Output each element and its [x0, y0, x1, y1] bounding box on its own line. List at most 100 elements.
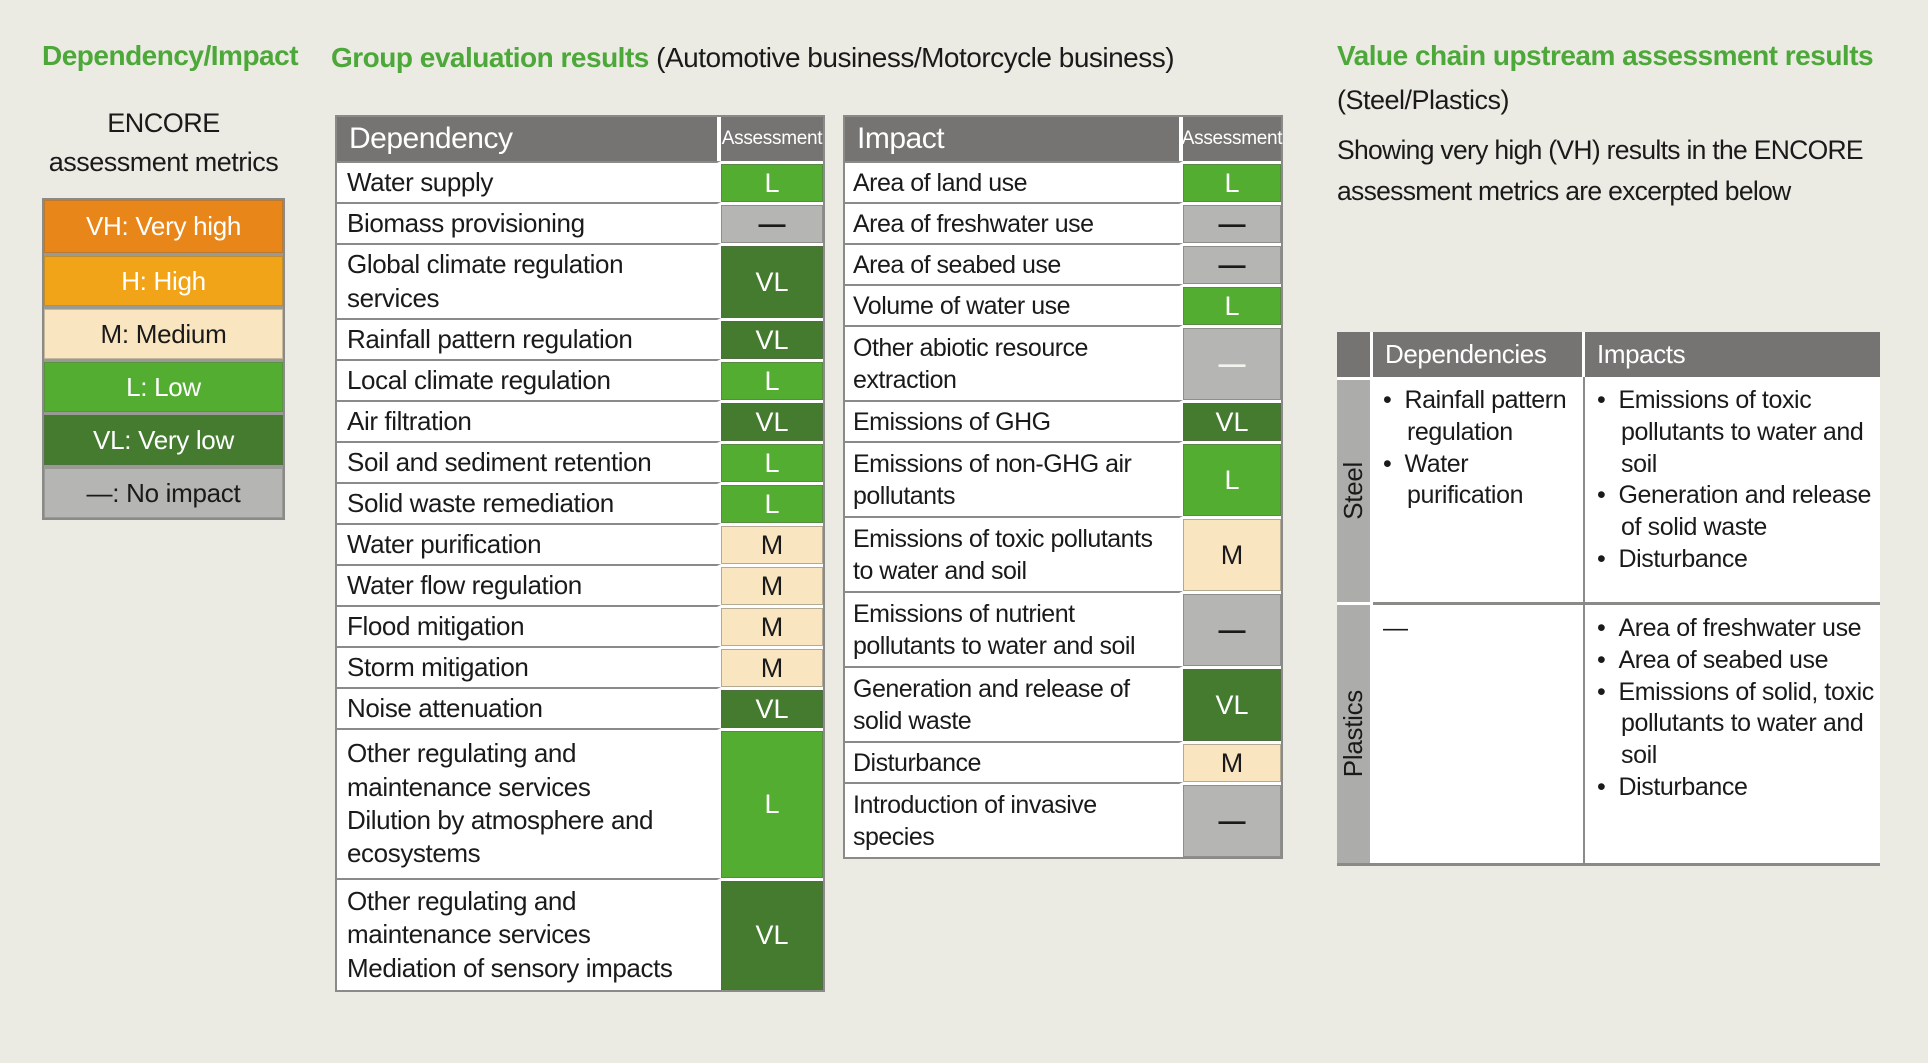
table-row: Area of freshwater use —: [845, 202, 1281, 243]
value-chain-table-header: Dependencies Impacts: [1337, 332, 1880, 377]
assessment-value-cell: VL: [721, 400, 823, 441]
table-row: Flood mitigation M: [337, 605, 823, 646]
list-item: Disturbance: [1597, 544, 1874, 576]
dependency-name-cell: Flood mitigation: [337, 605, 721, 646]
assessment-value-cell: —: [1183, 591, 1281, 666]
assessment-value-cell: VL: [1183, 400, 1281, 441]
impact-name-cell: Emissions of toxic pollutants to water a…: [845, 516, 1183, 591]
impact-name-cell: Other abiotic resource extraction: [845, 325, 1183, 400]
legend-item-high: H: High: [44, 253, 283, 307]
assessment-value-cell: L: [721, 482, 823, 523]
dependency-name-cell: Water flow regulation: [337, 564, 721, 605]
assessment-value-cell: VL: [721, 687, 823, 728]
assessment-value-cell: M: [1183, 741, 1281, 782]
list-item: Area of seabed use: [1597, 645, 1874, 677]
impact-name-cell: Volume of water use: [845, 284, 1183, 325]
legend-item-no-impact: —: No impact: [44, 465, 283, 519]
assessment-value-cell: —: [721, 202, 823, 243]
assessment-value-cell: —: [1183, 325, 1281, 400]
dependency-name-cell: Local climate regulation: [337, 359, 721, 400]
table-row: Emissions of toxic pollutants to water a…: [845, 516, 1281, 591]
dependency-table-header: Dependency Assessment: [337, 117, 823, 161]
impact-column-header: Impact: [845, 117, 1183, 161]
plastics-impacts-cell: Area of freshwater use Area of seabed us…: [1585, 602, 1880, 863]
dependency-name-cell: Water supply: [337, 161, 721, 202]
table-row: Storm mitigation M: [337, 646, 823, 687]
dependency-name-cell: Soil and sediment retention: [337, 441, 721, 482]
table-row: Emissions of non-GHG air pollutants L: [845, 441, 1281, 516]
value-chain-table: Dependencies Impacts Steel Rainfall patt…: [1337, 332, 1880, 866]
dependency-name-cell: Other regulating and maintenance service…: [337, 878, 721, 990]
assessment-value-cell: L: [721, 359, 823, 400]
impact-name-cell: Generation and release of solid waste: [845, 666, 1183, 741]
list-item: Disturbance: [1597, 772, 1874, 804]
dependency-name-cell: Noise attenuation: [337, 687, 721, 728]
legend-item-medium: M: Medium: [44, 306, 283, 360]
legend-title: Dependency/Impact: [42, 40, 299, 71]
impact-table: Impact Assessment Area of land use L Area…: [843, 115, 1283, 859]
legend-item-very-low: VL: Very low: [44, 412, 283, 466]
table-row: Other regulating and maintenance service…: [337, 728, 823, 878]
impact-name-cell: Emissions of GHG: [845, 400, 1183, 441]
legend-subtitle: ENCORE assessment metrics: [48, 108, 279, 178]
impact-name-cell: Disturbance: [845, 741, 1183, 782]
list-item: Generation and release of solid waste: [1597, 480, 1874, 544]
table-row: Local climate regulation L: [337, 359, 823, 400]
table-row: Biomass provisioning —: [337, 202, 823, 243]
assessment-value-cell: —: [1183, 243, 1281, 284]
corner-cell: [1337, 332, 1373, 377]
dependency-name-cell: Global climate regulation services: [337, 243, 721, 318]
assessment-value-cell: VL: [721, 318, 823, 359]
assessment-value-cell: L: [721, 441, 823, 482]
dependency-name-cell: Solid waste remediation: [337, 482, 721, 523]
table-row: Area of land use L: [845, 161, 1281, 202]
table-row: Volume of water use L: [845, 284, 1281, 325]
table-row: Solid waste remediation L: [337, 482, 823, 523]
impact-name-cell: Emissions of non-GHG air pollutants: [845, 441, 1183, 516]
assessment-column-header: Assessment: [1181, 128, 1283, 149]
table-row: Emissions of GHG VL: [845, 400, 1281, 441]
assessment-value-cell: —: [1183, 782, 1281, 857]
assessment-column-header: Assessment: [721, 128, 823, 149]
value-chain-panel: Value chain upstream assessment results …: [1337, 40, 1897, 212]
assessment-value-cell: VL: [1183, 666, 1281, 741]
assessment-value-cell: M: [721, 605, 823, 646]
table-row: Water flow regulation M: [337, 564, 823, 605]
assessment-value-cell: L: [721, 728, 823, 878]
assessment-value-cell: L: [1183, 161, 1281, 202]
assessment-value-cell: —: [1183, 202, 1281, 243]
assessment-value-cell: M: [721, 523, 823, 564]
assessment-value-cell: M: [1183, 516, 1281, 591]
plastics-dependencies-cell: —: [1373, 602, 1585, 863]
table-row: Area of seabed use —: [845, 243, 1281, 284]
table-row: Introduction of invasive species —: [845, 782, 1281, 857]
group-results-heading-strong: Group evaluation results: [331, 42, 649, 73]
dependency-name-cell: Water purification: [337, 523, 721, 564]
table-row: Other abiotic resource extraction —: [845, 325, 1281, 400]
legend-item-low: L: Low: [44, 359, 283, 413]
steel-row: Steel Rainfall pattern regulation Water …: [1337, 377, 1880, 602]
impact-name-cell: Area of freshwater use: [845, 202, 1183, 243]
table-row: Disturbance M: [845, 741, 1281, 782]
table-row: Water purification M: [337, 523, 823, 564]
table-row: Noise attenuation VL: [337, 687, 823, 728]
dependencies-column-header: Dependencies: [1373, 332, 1585, 377]
table-row: Soil and sediment retention L: [337, 441, 823, 482]
impact-name-cell: Area of seabed use: [845, 243, 1183, 284]
list-item: Emissions of solid, toxic pollutants to …: [1597, 677, 1874, 772]
impact-name-cell: Emissions of nutrient pollutants to wate…: [845, 591, 1183, 666]
dependency-table: Dependency Assessment Water supply L Biom…: [335, 115, 825, 992]
steel-dependencies-cell: Rainfall pattern regulation Water purifi…: [1373, 377, 1585, 602]
value-chain-heading: Value chain upstream assessment results: [1337, 40, 1874, 71]
table-row: Other regulating and maintenance service…: [337, 878, 823, 990]
table-row: Emissions of nutrient pollutants to wate…: [845, 591, 1281, 666]
steel-impacts-cell: Emissions of toxic pollutants to water a…: [1585, 377, 1880, 602]
group-results-heading: Group evaluation results (Automotive bus…: [331, 42, 1175, 74]
list-item: Emissions of toxic pollutants to water a…: [1597, 385, 1874, 480]
legend-panel: Dependency/Impact ENCORE assessment metr…: [42, 40, 299, 521]
table-row: Rainfall pattern regulation VL: [337, 318, 823, 359]
table-row: Water supply L: [337, 161, 823, 202]
assessment-value-cell: L: [1183, 441, 1281, 516]
steel-row-label: Steel: [1337, 377, 1373, 602]
